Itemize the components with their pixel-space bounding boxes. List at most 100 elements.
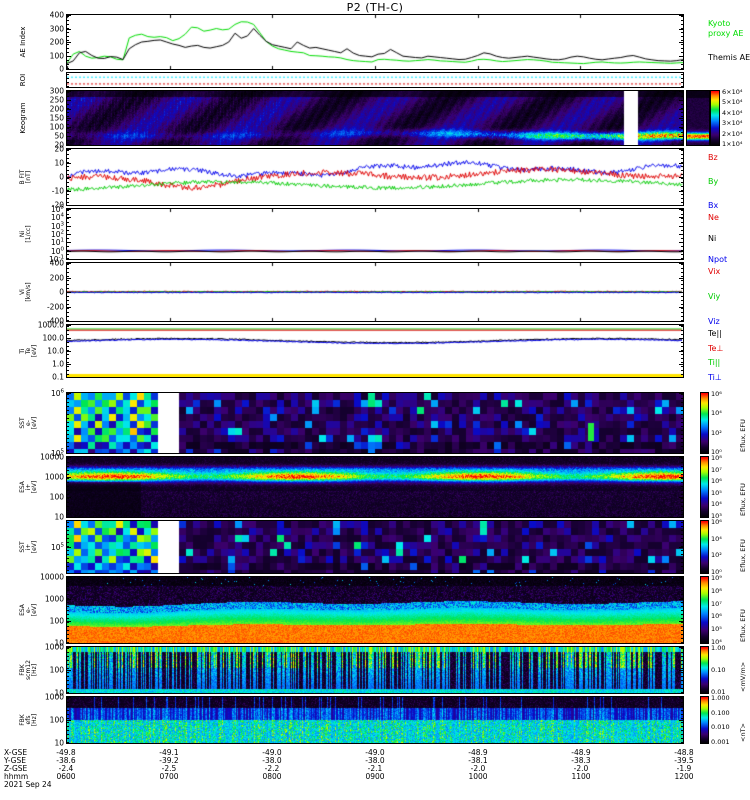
minor-tick: [66, 586, 69, 587]
axis-tick-value: -2.2: [264, 764, 280, 773]
minor-tick: [681, 330, 684, 331]
minor-tick: [66, 422, 69, 423]
minor-tick: [681, 718, 684, 719]
minor-tick: [681, 450, 684, 451]
panel-ti-ytick: 1.0: [52, 359, 64, 369]
minor-tick: [66, 28, 69, 29]
tick-mark: [66, 325, 71, 326]
panel-ti-ylabel: Ti Te [eV]: [19, 344, 38, 358]
minor-tick: [681, 414, 684, 415]
minor-tick: [681, 198, 684, 199]
minor-tick: [681, 350, 684, 351]
legend-label-te: Te||: [708, 329, 722, 338]
minor-tick: [681, 254, 684, 255]
minor-tick: [66, 182, 69, 183]
fbk-scm-cbar-tick: 0.10: [711, 665, 726, 674]
sst-e-cbar-tick: 10⁰: [711, 447, 722, 456]
minor-tick: [681, 144, 684, 145]
tick-mark: [679, 205, 684, 206]
minor-tick: [66, 178, 69, 179]
tick-mark: [679, 259, 684, 260]
minor-tick: [66, 742, 69, 743]
minor-tick: [66, 96, 69, 97]
minor-tick: [681, 706, 684, 707]
legend-label-vix: Vix: [708, 267, 721, 276]
tick-mark: [679, 15, 684, 16]
minor-tick: [66, 140, 69, 141]
esa-e-cbar-gradient: [701, 577, 708, 643]
tick-mark: [679, 497, 684, 498]
minor-tick: [681, 264, 684, 265]
minor-tick: [681, 586, 684, 587]
minor-tick: [66, 296, 69, 297]
panel-bfit-ytick: -10: [51, 186, 64, 196]
minor-tick: [681, 100, 684, 101]
minor-tick: [681, 398, 684, 399]
minor-tick: [66, 526, 69, 527]
tick-mark: [66, 177, 71, 178]
tick-mark: [679, 217, 684, 218]
minor-tick: [66, 16, 69, 17]
minor-tick: [66, 218, 69, 219]
tick-mark: [66, 647, 71, 648]
minor-tick: [681, 594, 684, 595]
minor-tick: [66, 162, 69, 163]
minor-tick: [66, 482, 69, 483]
panel-keogram-plot: [67, 91, 683, 145]
legend-label-kyoto: Kyoto: [708, 19, 731, 28]
minor-tick: [66, 538, 69, 539]
panel-fbk_efs: [66, 696, 684, 744]
minor-tick: [681, 430, 684, 431]
panel-vi-ytick: -200: [46, 301, 64, 311]
panel-fbk_scm-ytick: 100: [49, 665, 64, 675]
fbk-scm-cbar: [700, 646, 709, 694]
minor-tick: [681, 726, 684, 727]
minor-tick: [681, 688, 684, 689]
axis-tick-value: -48.9: [468, 748, 488, 757]
minor-tick: [681, 566, 684, 567]
minor-tick: [681, 284, 684, 285]
minor-tick: [66, 490, 69, 491]
minor-tick: [66, 78, 69, 79]
minor-tick: [66, 410, 69, 411]
tick-mark: [679, 599, 684, 600]
minor-tick: [66, 24, 69, 25]
minor-tick: [681, 418, 684, 419]
minor-tick: [681, 506, 684, 507]
minor-tick: [681, 56, 684, 57]
minor-tick: [66, 618, 69, 619]
panel-sst_i: [66, 520, 684, 574]
minor-tick: [66, 342, 69, 343]
tick-mark: [679, 251, 684, 252]
panel-keogram-ytick: 100: [49, 122, 64, 132]
tick-mark: [66, 377, 71, 378]
esa-e-cbar-tick: 10⁹: [711, 573, 722, 582]
tick-mark: [679, 693, 684, 694]
minor-tick: [66, 668, 69, 669]
minor-tick: [66, 104, 69, 105]
minor-tick: [66, 478, 69, 479]
tick-mark: [66, 599, 71, 600]
keogram-cbar-tick: 5×10⁴: [722, 98, 743, 107]
minor-tick: [66, 304, 69, 305]
tick-mark: [66, 251, 71, 252]
minor-tick: [66, 514, 69, 515]
minor-tick: [681, 182, 684, 183]
esa-i-cbar-tick: 10⁸: [711, 453, 722, 462]
tick-mark: [66, 149, 71, 150]
keogram-cbar-tick: 3×10⁴: [722, 118, 743, 127]
tick-mark: [679, 720, 684, 721]
minor-tick: [681, 494, 684, 495]
sst-i-cbar-tick: 10⁴: [711, 534, 722, 543]
minor-tick: [66, 510, 69, 511]
minor-tick: [681, 60, 684, 61]
minor-tick: [681, 140, 684, 141]
minor-tick: [681, 660, 684, 661]
panel-fbk_efs-ylabel: FBK efs [Hz]: [19, 713, 38, 727]
minor-tick: [66, 198, 69, 199]
keogram-cbar-tick: 6×10⁴: [722, 87, 743, 96]
minor-tick: [681, 534, 684, 535]
panel-ni-ytick: 104: [50, 212, 64, 223]
minor-tick: [66, 398, 69, 399]
minor-tick: [681, 222, 684, 223]
